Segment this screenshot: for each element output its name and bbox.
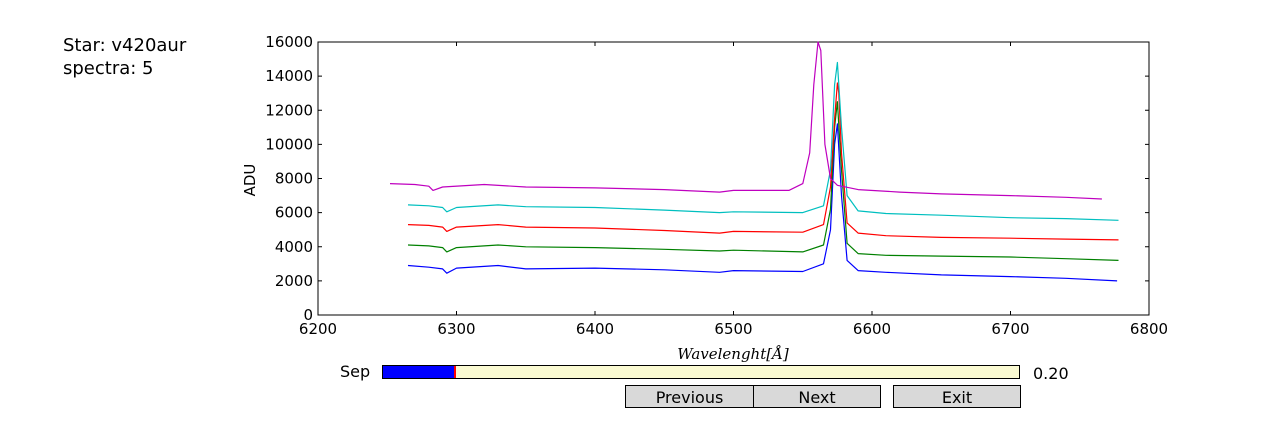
series-group: [389, 41, 1119, 282]
star-name-label: Star: v420aur: [63, 35, 187, 56]
x-tick-label: 6500: [714, 320, 752, 338]
sep-slider-handle[interactable]: [453, 366, 456, 378]
x-tick-label: 6200: [299, 320, 337, 338]
y-tick-label: 16000: [265, 33, 313, 51]
exit-button[interactable]: Exit: [893, 385, 1021, 408]
x-tick-label: 6700: [991, 320, 1029, 338]
y-tick-label: 10000: [265, 135, 313, 153]
sep-slider-label: Sep: [340, 362, 371, 381]
spectra-count-label: spectra: 5: [63, 58, 154, 79]
next-button[interactable]: Next: [753, 385, 881, 408]
y-tick-label: 0: [303, 306, 313, 324]
spectrum-line-3: [407, 82, 1119, 241]
x-tick-label: 6300: [437, 320, 475, 338]
spectrum-line-5: [389, 41, 1102, 200]
spectrum-line-1: [407, 123, 1118, 282]
info-panel: Star: v420aur spectra: 5: [63, 34, 186, 80]
y-tick-label: 14000: [265, 67, 313, 85]
y-tick-label: 8000: [275, 170, 313, 188]
x-tick-label: 6400: [576, 320, 614, 338]
sep-slider-fill: [383, 366, 455, 378]
previous-button[interactable]: Previous: [625, 385, 754, 408]
sep-slider[interactable]: [382, 365, 1020, 379]
y-tick-label: 2000: [275, 272, 313, 290]
y-tick-label: 6000: [275, 204, 313, 222]
plot-area: [317, 41, 1150, 316]
x-tick-label: 6600: [853, 320, 891, 338]
y-tick-label: 4000: [275, 238, 313, 256]
spectrum-line-2: [407, 101, 1119, 261]
y-tick-label: 12000: [265, 101, 313, 119]
spectrum-line-4: [407, 61, 1119, 221]
x-axis-title: Wavelenght[Å]: [677, 345, 789, 363]
sep-slider-value: 0.20: [1033, 364, 1069, 383]
y-axis: 0 2000 4000 6000 8000 10000 12000 14000 16000: [265, 33, 1149, 324]
x-axis: 6200 6300 6400 6500 6600 6700 6800: [299, 42, 1168, 338]
y-axis-title: ADU: [241, 164, 259, 197]
x-tick-label: 6800: [1130, 320, 1168, 338]
